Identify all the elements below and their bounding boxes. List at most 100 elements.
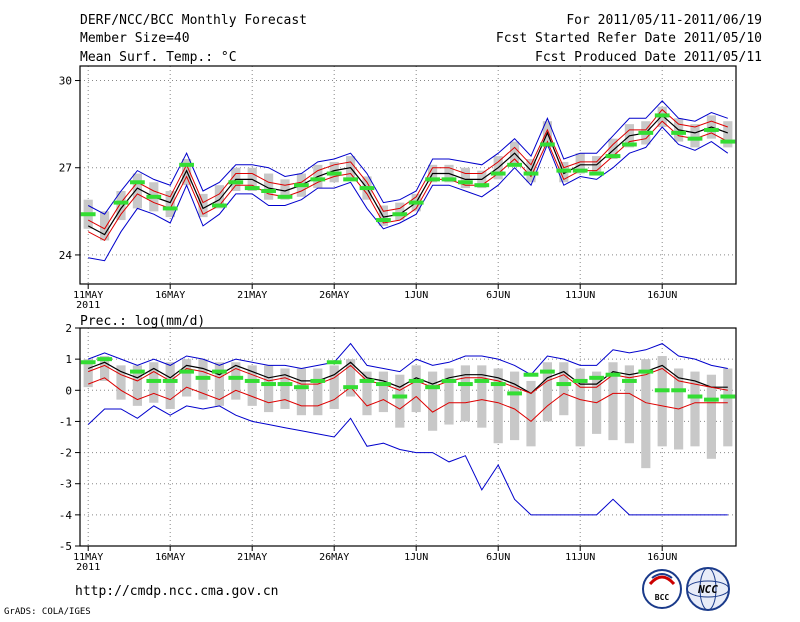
y-tick-label: 30 [59,75,72,88]
observation-marker [458,382,473,387]
observation-marker [392,212,408,217]
observation-marker [720,394,736,399]
ncc-logo-icon: NCC [686,567,730,611]
header-period: For 2011/05/11-2011/06/19 [566,13,762,28]
observation-marker [622,378,637,383]
x-tick-label: 26MAY [319,552,349,563]
member-range-bar [608,362,618,441]
member-range-bar [132,365,142,406]
observation-marker [540,369,555,374]
observation-marker [638,369,654,374]
series-line-max [87,100,728,215]
member-range-bar [378,205,388,226]
x-tick-year: 2011 [76,562,100,573]
x-tick-label: 1JUN [404,552,428,563]
member-range-bar [477,365,487,428]
x-tick-label: 16JUN [647,290,677,301]
member-range-bar [116,365,126,400]
member-range-bar [575,153,585,174]
member-range-bar [100,211,110,241]
member-range-bar [198,193,208,218]
observation-marker [654,113,670,118]
y-tick-label: 1 [65,353,72,366]
observation-marker [720,139,736,144]
observation-marker [80,360,96,365]
observation-marker [179,369,194,374]
observation-marker [359,186,375,191]
member-range-bar [395,202,405,221]
member-range-bar [100,356,110,381]
x-tick-label: 16MAY [155,552,185,563]
x-tick-label: 11MAY [73,290,103,301]
series-line-upper [87,108,728,230]
member-range-bar [608,138,618,160]
footer-url[interactable]: http://cmdp.ncc.cma.gov.cn [75,584,279,599]
observation-marker [589,171,604,176]
observation-marker [343,385,358,390]
observation-marker [425,385,440,390]
member-range-bar [378,371,388,413]
y-tick-label: 24 [59,249,73,262]
member-range-bar [214,185,224,209]
observation-marker [179,162,194,167]
grads-credit: GrADS: COLA/IGES [4,607,91,617]
member-range-bar [280,368,290,409]
member-range-bar [231,362,241,400]
member-range-bar [657,356,667,447]
x-tick-label: 11JUN [565,552,595,563]
observation-marker [425,177,440,182]
member-range-bar [641,359,651,469]
series-line-lower [88,377,728,423]
y-tick-label: -4 [59,509,73,522]
observation-marker [605,372,621,377]
y-tick-label: -2 [59,447,72,460]
y-tick-label: -3 [59,478,72,491]
observation-marker [146,194,162,199]
observation-marker [671,130,686,135]
x-tick-label: 16JUN [647,552,677,563]
x-tick-label: 1JUN [404,290,428,301]
member-range-bar [165,190,175,218]
member-range-bar [542,362,552,422]
observation-marker [244,378,260,383]
member-range-bar [559,362,569,416]
y-tick-label: 27 [59,162,72,175]
plot-frame [79,327,737,547]
observation-marker [523,372,539,377]
observation-marker [326,171,342,176]
observation-marker [408,200,424,205]
observation-marker [490,382,506,387]
observation-marker [572,168,588,173]
member-range-bar [575,368,585,447]
member-range-bar [723,368,733,447]
member-range-bar [116,190,126,221]
observation-marker [556,382,572,387]
observation-marker [326,360,342,365]
observation-marker [474,378,490,383]
observation-marker [162,378,178,383]
member-range-bar [526,380,536,447]
member-range-bar [182,359,192,397]
observation-marker [294,183,309,188]
member-range-bar [510,371,520,441]
header-started: Fcst Started Refer Date 2011/05/10 [496,31,762,46]
member-range-bar [264,173,274,200]
header-member-size: Member Size=40 [80,31,190,46]
series-line-lower [87,120,729,242]
observation-marker [654,388,670,393]
member-range-bar [362,371,372,416]
observation-marker [244,186,260,191]
observation-marker [605,154,621,159]
y-tick-label: -5 [59,540,72,553]
series-line-mean [87,114,729,236]
observation-marker [589,375,604,380]
y-tick-label: -1 [59,415,72,428]
observation-marker [687,136,703,141]
observation-marker [261,382,276,387]
member-range-bar [346,359,356,397]
observation-marker [556,168,572,173]
observation-marker [228,180,244,185]
x-tick-label: 26MAY [319,290,349,301]
x-tick-label: 21MAY [237,290,267,301]
